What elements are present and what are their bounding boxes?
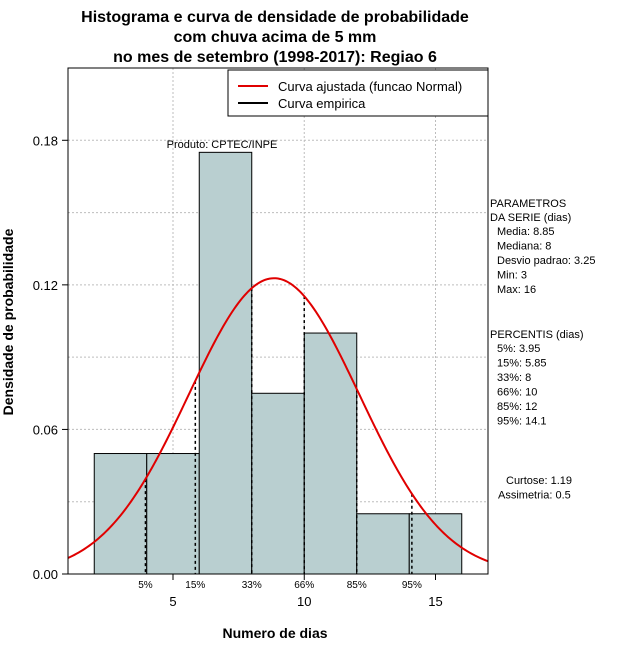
- y-tick-label: 0.06: [33, 422, 58, 437]
- legend: Curva ajustada (funcao Normal) Curva emp…: [227, 69, 489, 117]
- param-item: Min: 3: [497, 270, 527, 282]
- percentile-lines: 5% 15% 33% 66% 85% 95%: [138, 288, 422, 591]
- legend-label-empirical: Curva empirica: [278, 96, 366, 111]
- x-tick-label: 15: [428, 594, 442, 609]
- params-heading-2: DA SERIE (dias): [490, 212, 571, 224]
- percentil-item: 5%: 3.95: [497, 343, 540, 355]
- histogram-bar: [93, 453, 148, 575]
- histogram-bar: [303, 332, 358, 575]
- param-item: Media: 8.85: [497, 226, 554, 238]
- params-list: Media: 8.85 Mediana: 8 Desvio padrao: 3.25…: [497, 226, 595, 296]
- percentil-item: 33%: 8: [497, 372, 531, 384]
- chart-title-line-2: com chuva acima de 5 mm: [174, 29, 377, 46]
- x-tick-label: 10: [297, 594, 311, 609]
- y-tick-label: 0.12: [33, 278, 58, 293]
- y-tick-label: 0.00: [33, 567, 58, 582]
- histogram-bar: [356, 513, 410, 575]
- percentile-label: 5%: [138, 580, 153, 591]
- percentil-item: 15%: 5.85: [497, 358, 547, 370]
- percentile-label: 66%: [294, 580, 314, 591]
- x-axis-title: Numero de dias: [222, 625, 327, 641]
- y-axis-title: Densidade de probabilidade: [0, 228, 16, 415]
- percentil-item: 95%: 14.1: [497, 416, 547, 428]
- percentil-item: 85%: 12: [497, 401, 537, 413]
- chart-title-line-1: Histograma e curva de densidade de proba…: [81, 9, 469, 26]
- product-annotation: Produto: CPTEC/INPE: [167, 139, 278, 151]
- histogram-bars: [93, 151, 463, 575]
- stat-item: Assimetria: 0.5: [498, 490, 571, 502]
- percentil-item: 66%: 10: [497, 387, 537, 399]
- stats-list: Curtose: 1.19 Assimetria: 0.5: [498, 475, 572, 502]
- axis-ticks: 5 10 15 0.00 0.06 0.12 0.18: [33, 133, 443, 609]
- side-panel: PARAMETROS DA SERIE (dias) Media: 8.85Me…: [490, 198, 595, 502]
- percentile-label: 33%: [242, 580, 262, 591]
- param-item: Mediana: 8: [497, 241, 551, 253]
- chart-title-line-3: no mes de setembro (1998-2017): Regiao 6: [113, 49, 437, 66]
- percentile-label: 15%: [185, 580, 205, 591]
- histogram-bar: [408, 513, 463, 575]
- normal-curve-layer: [67, 277, 489, 563]
- percentis-heading: PERCENTIS (dias): [490, 329, 584, 341]
- params-heading-1: PARAMETROS: [490, 198, 566, 210]
- histogram-bar: [146, 453, 200, 575]
- legend-label-fit: Curva ajustada (funcao Normal): [278, 79, 462, 94]
- percentis-list: 5%: 3.95 15%: 5.85 33%: 8 66%: 10 85%: 12 95%…: [497, 343, 547, 428]
- legend-box: [227, 69, 489, 117]
- x-tick-label: 5: [169, 594, 176, 609]
- histogram-bar: [251, 392, 305, 575]
- histogram-bar: [198, 151, 253, 575]
- stat-item: Curtose: 1.19: [506, 475, 572, 487]
- y-tick-label: 0.18: [33, 133, 58, 148]
- percentile-label: 85%: [347, 580, 367, 591]
- plot-frame: [67, 67, 489, 575]
- normal-fit-curve: [67, 277, 489, 563]
- param-item: Desvio padrao: 3.25: [497, 255, 595, 267]
- percentile-label: 95%: [402, 580, 422, 591]
- param-item: Max: 16: [497, 284, 536, 296]
